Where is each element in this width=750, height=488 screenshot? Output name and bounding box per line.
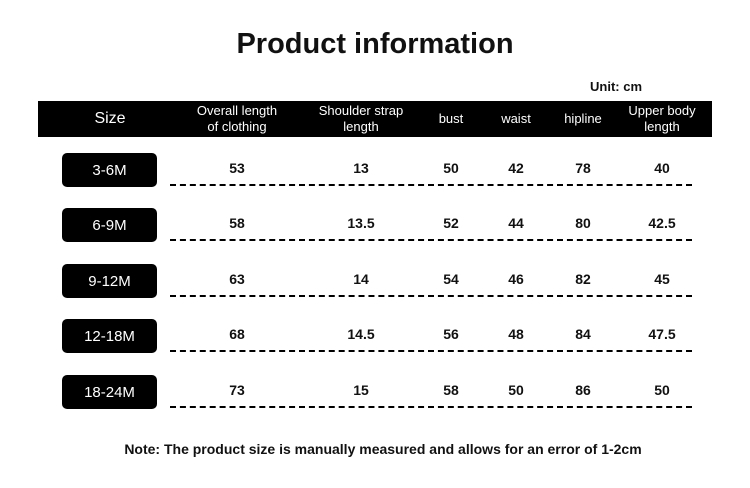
cell-value: 50 xyxy=(443,160,459,176)
cell-value: 44 xyxy=(508,215,524,231)
cell-value: 54 xyxy=(443,271,459,287)
cell-value: 46 xyxy=(508,271,524,287)
cell-value: 80 xyxy=(575,215,591,231)
cell-value: 78 xyxy=(575,160,591,176)
cell-value: 40 xyxy=(654,160,670,176)
header-cell: Shoulder strap length xyxy=(318,103,404,134)
header-cell: waist xyxy=(501,111,531,126)
cell-value: 58 xyxy=(443,382,459,398)
title: Product information xyxy=(236,28,514,60)
cell-value: 52 xyxy=(443,215,459,231)
cell-value: 73 xyxy=(229,382,245,398)
header-cell: hipline xyxy=(564,111,602,126)
cell-value: 47.5 xyxy=(648,326,676,342)
cell-value: 42.5 xyxy=(648,215,676,231)
size-pill: 9-12M xyxy=(62,264,157,298)
size-pill: 3-6M xyxy=(62,153,157,187)
note: Note: The product size is manually measu… xyxy=(124,441,642,457)
unit-label: Unit: cm xyxy=(590,79,642,94)
size-pill: 6-9M xyxy=(62,208,157,242)
cell-value: 50 xyxy=(508,382,524,398)
cell-value: 53 xyxy=(229,160,245,176)
header-bar xyxy=(38,101,712,137)
row-divider xyxy=(170,295,692,297)
cell-value: 56 xyxy=(443,326,459,342)
row-divider xyxy=(170,350,692,352)
size-pill: 12-18M xyxy=(62,319,157,353)
size-pill: 18-24M xyxy=(62,375,157,409)
row-divider xyxy=(170,239,692,241)
cell-value: 14.5 xyxy=(347,326,375,342)
cell-value: 42 xyxy=(508,160,524,176)
cell-value: 84 xyxy=(575,326,591,342)
cell-value: 45 xyxy=(654,271,670,287)
cell-value: 15 xyxy=(353,382,369,398)
row-divider xyxy=(170,184,692,186)
cell-value: 68 xyxy=(229,326,245,342)
cell-value: 48 xyxy=(508,326,524,342)
cell-value: 58 xyxy=(229,215,245,231)
cell-value: 13.5 xyxy=(347,215,375,231)
header-cell: Overall length of clothing xyxy=(196,103,278,134)
header-cell: Size xyxy=(94,110,126,127)
header-cell: bust xyxy=(438,111,464,126)
cell-value: 63 xyxy=(229,271,245,287)
cell-value: 86 xyxy=(575,382,591,398)
cell-value: 50 xyxy=(654,382,670,398)
cell-value: 14 xyxy=(353,271,369,287)
cell-value: 82 xyxy=(575,271,591,287)
header-cell: Upper body length xyxy=(628,103,696,134)
row-divider xyxy=(170,406,692,408)
cell-value: 13 xyxy=(353,160,369,176)
